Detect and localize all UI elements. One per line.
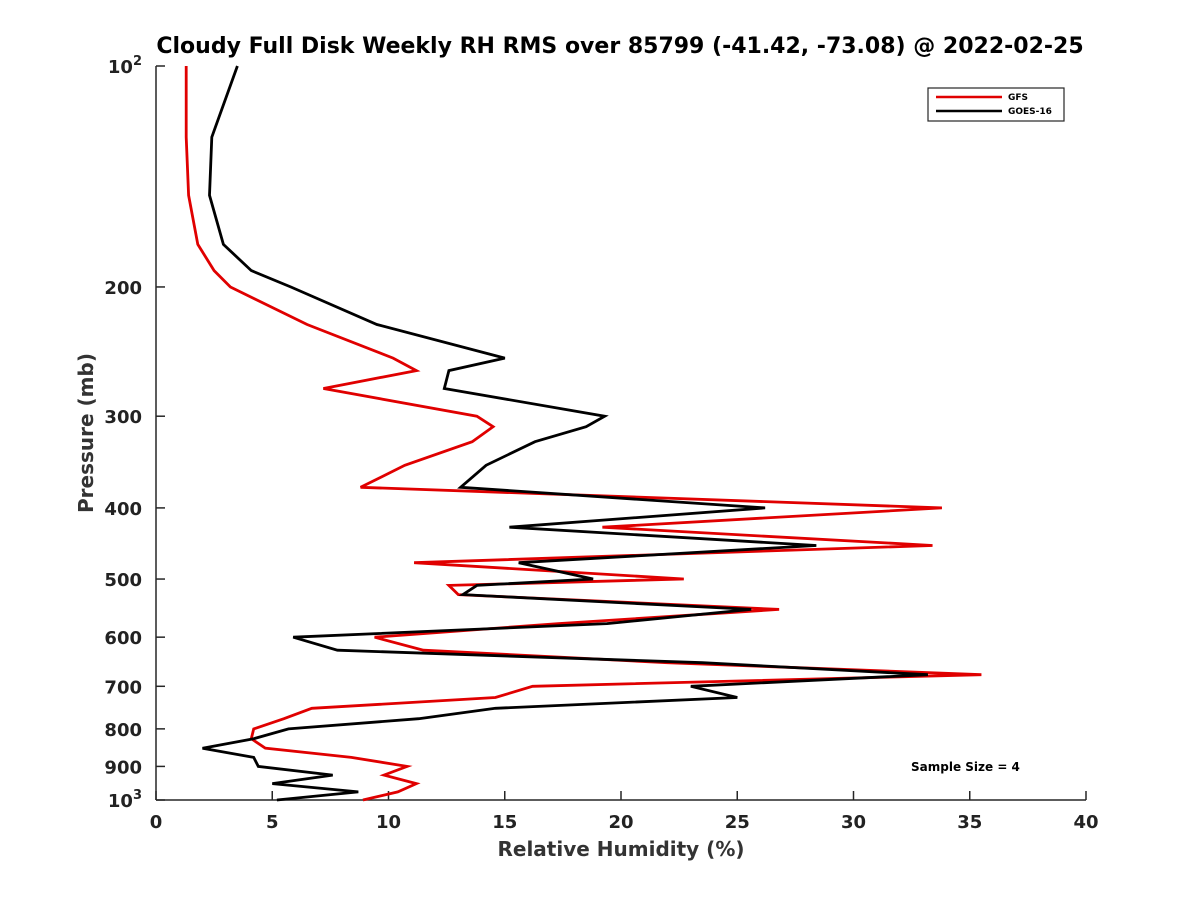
x-axis-label: Relative Humidity (%): [497, 837, 744, 861]
y-tick-label: 600: [104, 628, 142, 649]
x-tick-label: 25: [725, 812, 750, 833]
y-tick-label: 900: [104, 757, 142, 778]
y-tick-label: 103: [108, 788, 142, 812]
x-tick-label: 35: [957, 812, 982, 833]
legend-label-goes16: GOES-16: [1008, 107, 1052, 117]
y-tick-label: 500: [104, 570, 142, 591]
x-tick-label: 40: [1073, 812, 1098, 833]
legend: GFS GOES-16: [927, 87, 1065, 122]
plot-area: 0 5 10 15 20 25 30 35 40 102 200 300 400 500 600 700 80…: [104, 54, 1098, 833]
y-tick-label: 700: [104, 677, 142, 698]
x-tick-label: 15: [492, 812, 517, 833]
x-tick-label: 5: [266, 812, 279, 833]
x-tick-label: 0: [150, 812, 163, 833]
legend-box: [927, 87, 1065, 122]
x-tick-label: 20: [608, 812, 633, 833]
legend-label-gfs: GFS: [1008, 93, 1028, 103]
sample-size-annotation: Sample Size = 4: [911, 760, 1020, 774]
x-tick-label: 10: [376, 812, 401, 833]
x-tick-label: 30: [841, 812, 866, 833]
series-layer: [184, 65, 982, 802]
y-tick-label: 800: [104, 720, 142, 741]
plot-frame: [156, 66, 1086, 800]
series-line-gfs: [184, 66, 982, 802]
y-tick-label: 200: [104, 278, 142, 299]
series-line-goes16: [202, 65, 928, 802]
y-tick-label: 102: [108, 54, 142, 78]
y-tick-label: 300: [104, 407, 142, 428]
y-axis-ticks: 102 200 300 400 500 600 700 800 900 103: [104, 54, 165, 812]
y-tick-label: 400: [104, 499, 142, 520]
x-axis-ticks: 0 5 10 15 20 25 30 35 40: [150, 791, 1099, 833]
y-axis-label: Pressure (mb): [74, 353, 98, 513]
chart-title: Cloudy Full Disk Weekly RH RMS over 8579…: [156, 34, 1083, 59]
